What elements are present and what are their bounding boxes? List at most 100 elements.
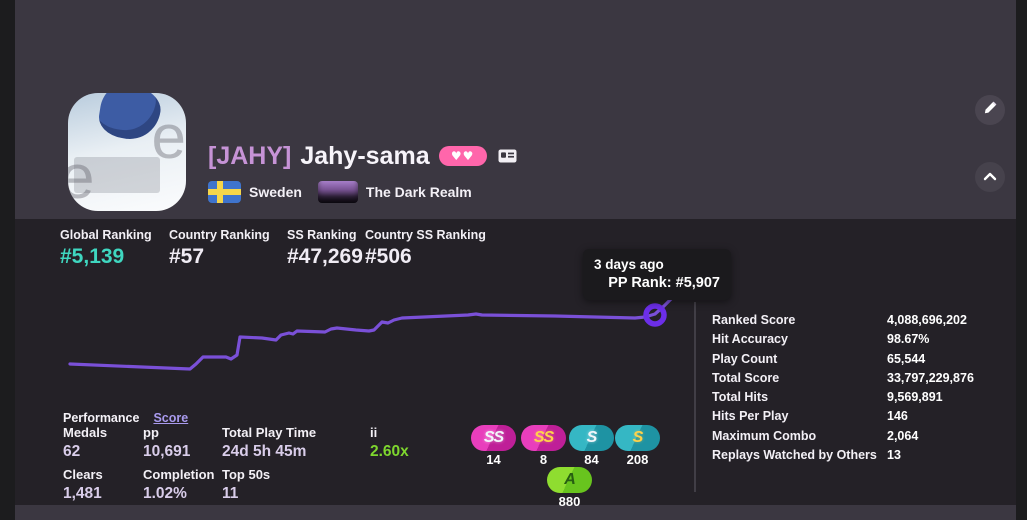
stat-label: Medals [63, 425, 108, 440]
stat-medals: Medals 62 [63, 425, 107, 461]
detail-stat-row: Total Score 33,797,229,876 [712, 371, 1012, 390]
stat-value: 11 [222, 485, 239, 502]
grade-count: 208 [626, 452, 649, 467]
ranking-label: Country SS Ranking [365, 228, 486, 242]
ranking-label: SS Ranking [287, 228, 357, 242]
stat-clears: Clears 1,481 [63, 467, 103, 503]
detail-stat-value: 33,797,229,876 [887, 370, 974, 385]
country-name[interactable]: Sweden [249, 183, 302, 200]
stat-label: Completion [143, 467, 215, 482]
detail-stat-row: Total Hits 9,569,891 [712, 390, 1012, 409]
country-ss-ranking: Country SS Ranking #506 [365, 228, 486, 269]
profile-card-icon[interactable] [498, 149, 517, 163]
detail-stat-row: Hit Accuracy 98.67% [712, 332, 1012, 351]
detail-stat-label: Hits Per Play [712, 409, 789, 424]
detail-stat-label: Replays Watched by Others [712, 448, 877, 463]
avatar[interactable]: e e [68, 93, 186, 211]
grade-badge-s-silver: S [569, 425, 614, 451]
location-row: Sweden The Dark Realm [208, 180, 472, 203]
stats-section [15, 219, 1016, 505]
stat-value: 1.02% [143, 485, 187, 502]
sweden-flag-icon[interactable] [208, 180, 241, 203]
detail-stat-label: Hit Accuracy [712, 332, 788, 347]
ranking-label: Global Ranking [60, 228, 152, 242]
detail-stat-row: Maximum Combo 2,064 [712, 429, 1012, 448]
detail-stat-label: Total Score [712, 370, 780, 385]
detail-stat-value: 9,569,891 [887, 390, 943, 405]
grade-count: 880 [558, 494, 581, 509]
detail-stat-row: Ranked Score 4,088,696,202 [712, 313, 1012, 332]
stat-value: 10,691 [143, 443, 191, 460]
grade-count: 84 [584, 452, 599, 467]
detail-stat-row: Play Count 65,544 [712, 352, 1012, 371]
tooltip-time: 3 days ago [594, 257, 664, 272]
grade-count: 14 [486, 452, 501, 467]
detail-stat-value: 2,064 [887, 428, 919, 443]
ranking-value: #47,269 [287, 245, 363, 268]
detail-stat-label: Play Count [712, 351, 778, 366]
username-row: [JAHY] Jahy-sama ♥♥ [208, 140, 517, 172]
ranking-value: #5,139 [60, 245, 125, 268]
ss-ranking: SS Ranking #47,269 [287, 228, 363, 269]
supporter-hearts-icon: ♥♥ [450, 149, 475, 163]
tab-performance[interactable]: Performance [63, 411, 140, 425]
detail-stat-label: Total Hits [712, 390, 769, 405]
stat-label: Top 50s [222, 467, 271, 482]
profile-panel: e e [JAHY] Jahy-sama ♥♥ Sweden The D [15, 0, 1016, 520]
detail-stat-value: 4,088,696,202 [887, 313, 967, 327]
clan-tag: [JAHY] [208, 141, 292, 170]
detail-stat-value: 65,544 [887, 351, 926, 366]
grade-badge-ss-silver: SS [471, 425, 516, 451]
footer-bar [15, 505, 1016, 520]
tab-score[interactable]: Score [153, 411, 189, 425]
chevron-up-icon [983, 168, 997, 186]
edit-profile-button[interactable] [975, 95, 1005, 125]
stat-value: 2.60x [370, 443, 409, 460]
avatar-photo-region [74, 157, 160, 193]
ranking-value: #57 [169, 245, 205, 268]
ranking-value: #506 [365, 245, 412, 268]
grade-badge-a: A [547, 467, 592, 493]
supporter-badge[interactable]: ♥♥ [438, 146, 487, 166]
stat-value: 24d 5h 45m [222, 443, 307, 460]
rank-tooltip: 3 days ago PP Rank: #5,907 [583, 249, 731, 300]
stat-multiplier: ii 2.60x [370, 425, 409, 461]
stat-pp: pp 10,691 [143, 425, 190, 461]
stat-label: Total Play Time [222, 425, 317, 440]
detail-stat-value: 146 [887, 409, 908, 424]
username: Jahy-sama [300, 141, 430, 170]
profile-header: e e [JAHY] Jahy-sama ♥♥ Sweden The D [15, 0, 1016, 219]
detail-stats-panel: Ranked Score 4,088,696,202 Hit Accuracy … [712, 313, 1012, 467]
tooltip-rank: PP Rank: #5,907 [608, 275, 720, 291]
vertical-divider [694, 302, 696, 492]
detail-stat-value: 98.67% [887, 332, 930, 347]
stat-value: 62 [63, 443, 81, 460]
detail-stat-label: Ranked Score [712, 313, 796, 327]
rank-history-chart[interactable] [15, 219, 1016, 505]
team-flag-icon[interactable] [317, 180, 358, 203]
detail-stat-row: Hits Per Play 146 [712, 409, 1012, 428]
stat-completion: Completion 1.02% [143, 467, 215, 503]
stat-label: Clears [63, 467, 103, 482]
global-ranking: Global Ranking #5,139 [60, 228, 152, 269]
ranking-label: Country Ranking [169, 228, 270, 242]
grade-badge-ss-gold: SS [521, 425, 566, 451]
grade-count: 8 [539, 452, 548, 467]
avatar-watermark: e [68, 143, 95, 211]
ranking-mode-tabs: Performance Score [63, 411, 188, 425]
stat-value: 1,481 [63, 485, 102, 502]
rank-line [68, 287, 684, 371]
stat-label: pp [143, 425, 159, 440]
stat-top-50s: Top 50s 11 [222, 467, 270, 503]
rank-marker [643, 303, 667, 327]
detail-stat-label: Maximum Combo [712, 428, 817, 443]
detail-stat-row: Replays Watched by Others 13 [712, 448, 1012, 467]
pencil-icon [983, 101, 997, 120]
detail-stat-value: 13 [887, 448, 901, 463]
grade-badge-s-gold: S [615, 425, 660, 451]
avatar-watermark: e [151, 103, 186, 172]
team-name[interactable]: The Dark Realm [365, 183, 472, 200]
stat-total-play-time: Total Play Time 24d 5h 45m [222, 425, 316, 461]
scroll-top-button[interactable] [975, 162, 1005, 192]
stat-label: ii [370, 425, 378, 440]
